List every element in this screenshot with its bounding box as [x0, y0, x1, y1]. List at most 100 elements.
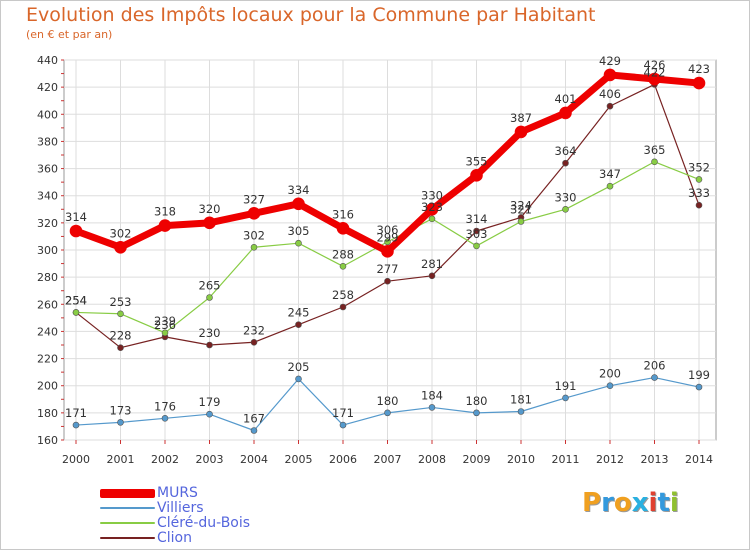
data-label-cl-r-du-bois: 305 — [288, 224, 310, 238]
data-point-murs — [648, 72, 661, 86]
data-label-clion: 245 — [288, 306, 310, 320]
data-point-cl-r-du-bois — [517, 218, 525, 225]
data-point-clion — [384, 277, 391, 285]
data-label-clion: 277 — [377, 262, 399, 276]
x-tick-label: 2009 — [463, 453, 491, 466]
y-tick-label: 380 — [37, 135, 58, 148]
data-point-villiers — [206, 410, 213, 418]
data-label-villiers: 167 — [243, 412, 265, 426]
data-label-murs: 423 — [688, 62, 710, 76]
data-point-villiers — [473, 409, 480, 417]
legend-label: Cléré-du-Bois — [157, 515, 251, 531]
data-label-clion: 232 — [243, 323, 265, 337]
x-tick-label: 2012 — [596, 453, 624, 466]
y-tick-label: 340 — [37, 190, 58, 203]
chart-subtitle: (en € et par an) — [26, 28, 113, 41]
data-point-murs — [69, 224, 83, 238]
y-tick-label: 240 — [37, 325, 58, 338]
y-tick-label: 260 — [37, 298, 58, 311]
legend-label: Clion — [157, 530, 192, 546]
data-point-murs — [292, 197, 305, 211]
data-point-clion — [428, 272, 436, 280]
x-tick-label: 2006 — [329, 453, 357, 466]
data-point-clion — [206, 341, 213, 349]
proxiti-logo: Proxiti — [582, 488, 679, 518]
data-label-villiers: 199 — [688, 368, 710, 382]
data-point-clion — [117, 344, 124, 352]
x-tick-label: 2008 — [418, 453, 446, 466]
data-point-clion — [473, 227, 480, 235]
data-label-cl-r-du-bois: 288 — [332, 247, 354, 261]
data-point-cl-r-du-bois — [695, 176, 703, 183]
data-point-cl-r-du-bois — [473, 242, 480, 250]
y-tick-label: 220 — [37, 353, 58, 366]
data-point-villiers — [161, 414, 169, 422]
data-label-murs: 426 — [644, 58, 666, 72]
data-point-clion — [695, 201, 703, 209]
y-tick-label: 440 — [37, 54, 58, 67]
y-tick-label: 400 — [37, 108, 58, 121]
data-point-murs — [158, 219, 172, 232]
data-point-cl-r-du-bois — [206, 294, 213, 301]
data-label-cl-r-du-bois: 365 — [644, 143, 666, 157]
data-label-cl-r-du-bois: 254 — [65, 293, 87, 307]
x-tick-label: 2007 — [374, 453, 402, 466]
x-tick-label: 2003 — [196, 453, 224, 466]
data-label-villiers: 171 — [332, 406, 354, 420]
data-point-cl-r-du-bois — [339, 262, 347, 270]
data-point-villiers — [295, 375, 302, 383]
data-point-villiers — [339, 421, 347, 429]
data-label-murs: 401 — [555, 92, 577, 106]
data-label-villiers: 179 — [199, 395, 221, 409]
data-label-clion: 324 — [510, 198, 532, 212]
data-point-cl-r-du-bois — [295, 239, 302, 247]
data-point-murs — [692, 76, 706, 90]
data-label-clion: 314 — [466, 212, 488, 226]
data-point-murs — [203, 216, 216, 230]
logo-letter: i — [648, 488, 658, 518]
x-tick-label: 2000 — [62, 453, 90, 466]
data-label-clion: 281 — [421, 257, 443, 271]
data-label-villiers: 173 — [110, 403, 132, 417]
data-point-villiers — [695, 383, 703, 391]
data-label-murs: 387 — [510, 111, 532, 125]
data-point-cl-r-du-bois — [606, 182, 614, 190]
data-point-murs — [603, 68, 617, 82]
logo-letter: i — [669, 488, 679, 518]
data-point-clion — [562, 159, 569, 167]
legend-swatch — [100, 537, 155, 539]
data-label-clion: 364 — [555, 144, 577, 158]
data-point-villiers — [72, 421, 80, 429]
data-label-murs: 302 — [110, 226, 132, 240]
data-label-villiers: 205 — [288, 360, 310, 374]
data-point-clion — [339, 303, 347, 311]
data-label-villiers: 176 — [154, 399, 176, 413]
data-label-villiers: 180 — [377, 394, 399, 408]
data-point-cl-r-du-bois — [384, 238, 391, 246]
y-tick-label: 180 — [37, 407, 58, 420]
data-label-murs: 429 — [599, 54, 621, 68]
data-label-murs: 334 — [288, 183, 310, 197]
data-label-clion: 230 — [199, 326, 221, 340]
data-label-murs: 299 — [377, 230, 399, 244]
series — [69, 68, 706, 434]
data-point-villiers — [517, 408, 525, 415]
data-point-murs — [425, 202, 439, 216]
data-label-cl-r-du-bois: 306 — [377, 223, 399, 237]
data-point-cl-r-du-bois — [562, 205, 569, 213]
data-label-cl-r-du-bois: 330 — [555, 190, 577, 204]
data-labels: 254 228 236 230 232 245 258 277 281 314 324 364 406 4… — [65, 54, 710, 426]
data-point-villiers — [606, 382, 614, 390]
data-point-murs — [470, 169, 483, 182]
logo-letter: t — [657, 488, 670, 518]
y-tick-label: 280 — [37, 271, 58, 284]
data-label-villiers: 184 — [421, 388, 443, 402]
logo-letter: P — [582, 488, 602, 518]
data-label-clion: 406 — [599, 87, 621, 101]
data-point-cl-r-du-bois — [117, 310, 124, 318]
x-tick-label: 2010 — [507, 453, 535, 466]
data-point-cl-r-du-bois — [161, 329, 169, 337]
legend-swatch — [100, 522, 155, 524]
